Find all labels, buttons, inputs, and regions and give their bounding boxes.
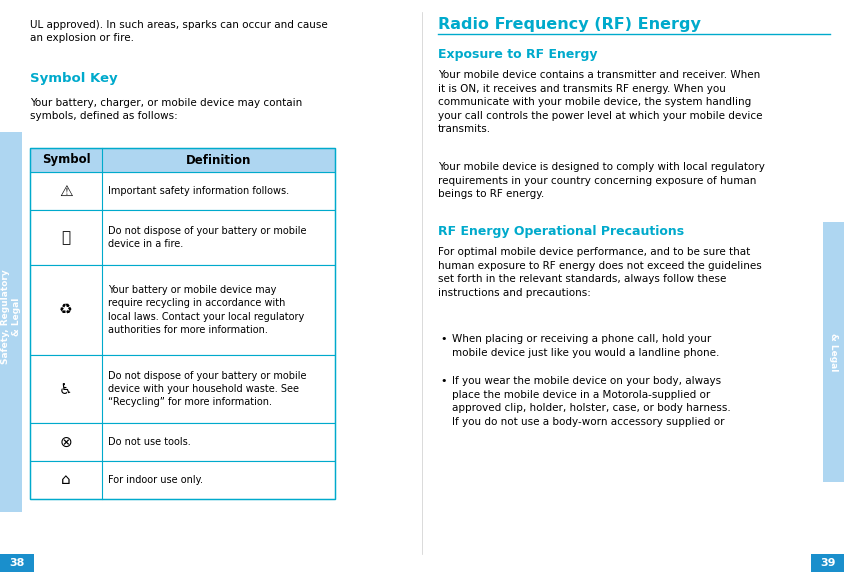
Bar: [0, 554, 34, 572]
Text: Symbol Key: Symbol Key: [30, 72, 117, 85]
Text: •: •: [440, 376, 446, 386]
Text: ⌂: ⌂: [61, 472, 71, 487]
Text: UL approved). In such areas, sparks can occur and cause
an explosion or fire.: UL approved). In such areas, sparks can …: [30, 20, 327, 43]
Text: Your battery or mobile device may
require recycling in accordance with
local law: Your battery or mobile device may requir…: [108, 285, 304, 335]
Text: For optimal mobile device performance, and to be sure that
human exposure to RF : For optimal mobile device performance, a…: [437, 247, 760, 298]
Text: 38: 38: [9, 558, 24, 568]
Text: If you wear the mobile device on your body, always
place the mobile device in a : If you wear the mobile device on your bo…: [452, 376, 730, 427]
Text: For indoor use only.: For indoor use only.: [108, 475, 203, 485]
Text: & Legal: & Legal: [829, 333, 837, 371]
Text: When placing or receiving a phone call, hold your
mobile device just like you wo: When placing or receiving a phone call, …: [452, 334, 718, 358]
Bar: [30, 172, 334, 210]
Text: ♻: ♻: [59, 303, 73, 317]
Text: •: •: [440, 334, 446, 344]
Bar: [0, 132, 22, 512]
Bar: [30, 423, 334, 461]
Text: ⛔: ⛔: [62, 230, 71, 245]
Text: Safety, Regulatory
& Legal: Safety, Regulatory & Legal: [2, 269, 20, 364]
Bar: [810, 554, 844, 572]
Text: ⊗: ⊗: [60, 435, 73, 450]
Text: Do not dispose of your battery or mobile
device in a fire.: Do not dispose of your battery or mobile…: [108, 226, 306, 249]
Bar: [30, 355, 334, 423]
Bar: [30, 148, 334, 172]
Text: ⚠: ⚠: [59, 184, 73, 198]
Bar: [30, 210, 334, 265]
Text: Do not dispose of your battery or mobile
device with your household waste. See
“: Do not dispose of your battery or mobile…: [108, 371, 306, 407]
Text: Your battery, charger, or mobile device may contain
symbols, defined as follows:: Your battery, charger, or mobile device …: [30, 98, 302, 121]
Text: Your mobile device is designed to comply with local regulatory
requirements in y: Your mobile device is designed to comply…: [437, 162, 764, 199]
Bar: [822, 222, 844, 482]
Bar: [30, 265, 334, 355]
Text: Important safety information follows.: Important safety information follows.: [108, 186, 289, 196]
Text: Symbol: Symbol: [41, 153, 90, 166]
Bar: [30, 148, 334, 499]
Text: Exposure to RF Energy: Exposure to RF Energy: [437, 48, 597, 61]
Text: ♿: ♿: [59, 382, 73, 396]
Text: 39: 39: [820, 558, 835, 568]
Text: Do not use tools.: Do not use tools.: [108, 437, 191, 447]
Bar: [30, 461, 334, 499]
Text: RF Energy Operational Precautions: RF Energy Operational Precautions: [437, 225, 684, 238]
Text: Your mobile device contains a transmitter and receiver. When
it is ON, it receiv: Your mobile device contains a transmitte…: [437, 70, 761, 134]
Text: Definition: Definition: [186, 153, 251, 166]
Text: Radio Frequency (RF) Energy: Radio Frequency (RF) Energy: [437, 17, 700, 32]
